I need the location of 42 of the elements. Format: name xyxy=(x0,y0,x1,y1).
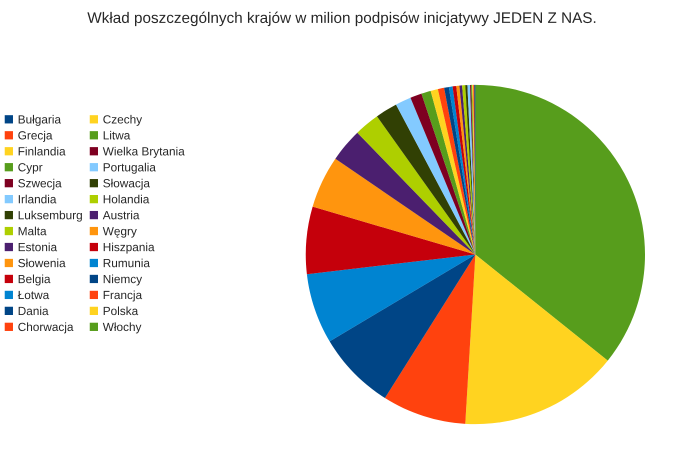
legend-label: Chorwacja xyxy=(18,322,74,334)
legend-label: Dania xyxy=(18,306,49,316)
legend-label: Francja xyxy=(104,290,142,302)
pie-slice xyxy=(462,85,476,255)
legend-label: Austria xyxy=(102,210,140,220)
pie-slice xyxy=(335,132,476,255)
legend-label: Polska xyxy=(104,306,138,316)
legend-label: Węgry xyxy=(102,227,137,238)
pie-slice xyxy=(410,94,476,255)
pie-slice xyxy=(357,116,476,255)
legend-label: Grecja xyxy=(18,130,52,142)
legend-label: Malta xyxy=(18,226,47,236)
legend-label: Szwecja xyxy=(18,178,62,190)
pie-slice xyxy=(376,104,476,255)
pie-slice xyxy=(306,254,476,342)
pie-slice xyxy=(465,254,608,424)
legend-label: Niemcy xyxy=(104,274,142,286)
legend-label: Portugalia xyxy=(104,162,156,174)
pie-slice xyxy=(396,98,476,255)
pie-slice xyxy=(306,206,476,274)
legend-label: Belgia xyxy=(18,274,51,286)
legend-label: Słowacja xyxy=(103,178,150,190)
legend-label: Czechy xyxy=(103,114,142,126)
legend-label: Wielka Brytania xyxy=(102,146,185,158)
pie-slice xyxy=(430,89,476,255)
legend-label: Holandia xyxy=(104,194,150,204)
legend-label: Łotwa xyxy=(18,290,50,300)
legend-label: Rumunia xyxy=(104,258,150,268)
legend-label: Finlandia xyxy=(18,146,66,156)
legend-label: Litwa xyxy=(104,130,130,140)
legend-label: Bułgaria xyxy=(18,114,62,126)
legend-label: Słowenia xyxy=(18,258,66,268)
legend-label: Irlandia xyxy=(18,194,56,204)
pie-slice xyxy=(330,254,476,398)
pie-slice xyxy=(438,88,476,255)
legend-label: Włochy xyxy=(102,322,142,334)
legend-label: Cypr xyxy=(18,163,42,174)
legend-label: Luksemburg xyxy=(18,210,82,222)
legend-label: Estonia xyxy=(18,242,58,252)
chart-title: Wkład poszczególnych krajów w milion podpisów inicjatywy JEDEN Z NAS. xyxy=(87,12,596,26)
legend-label: Hiszpania xyxy=(104,242,155,254)
pie-slice xyxy=(384,254,476,424)
